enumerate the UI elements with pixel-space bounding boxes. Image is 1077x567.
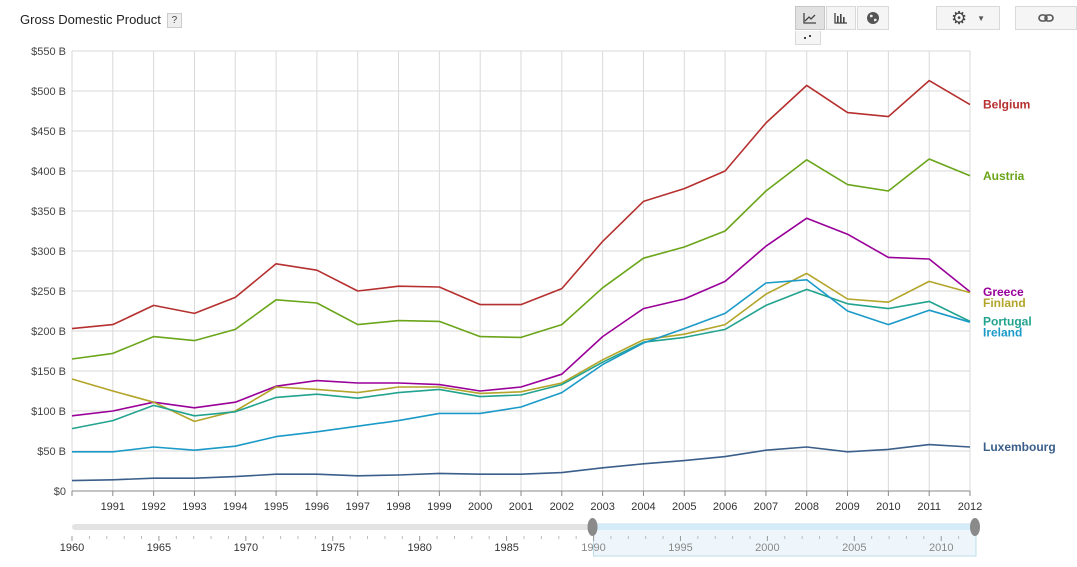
- x-tick-label: 1992: [141, 501, 165, 513]
- series-line-finland[interactable]: [71, 272, 971, 423]
- x-tick-label: 2012: [958, 501, 982, 513]
- x-tick-label: 2005: [672, 501, 696, 513]
- x-tick-label: 1991: [101, 501, 125, 513]
- x-tick-label: 2008: [794, 501, 818, 513]
- y-tick-label: $250 B: [31, 286, 66, 298]
- legend-label-finland: Finland: [983, 296, 1026, 310]
- y-tick-label: $0: [54, 486, 66, 498]
- x-tick-label: 1996: [305, 501, 329, 513]
- series-line-belgium[interactable]: [71, 79, 971, 330]
- x-tick-label: 2000: [468, 501, 492, 513]
- x-tick-label: 2009: [835, 501, 859, 513]
- series-line-greece[interactable]: [71, 217, 971, 417]
- scatter-chart-button[interactable]: [795, 31, 821, 45]
- y-tick-label: $150 B: [31, 366, 66, 378]
- range-tick-label: 1990: [581, 542, 605, 554]
- y-tick-label: $50 B: [37, 446, 66, 458]
- x-tick-label: 2003: [590, 501, 614, 513]
- x-tick-label: 1995: [264, 501, 288, 513]
- line-chart-button[interactable]: [795, 6, 825, 30]
- x-tick-label: 2001: [509, 501, 533, 513]
- map-button[interactable]: [857, 6, 889, 30]
- range-handle-left[interactable]: [587, 518, 598, 536]
- y-tick-label: $350 B: [31, 206, 66, 218]
- x-tick-label: 1998: [386, 501, 410, 513]
- series-line-ireland[interactable]: [72, 278, 971, 453]
- range-tick-label: 1975: [321, 542, 345, 554]
- range-tick-label: 1965: [147, 542, 171, 554]
- x-tick-label: 2010: [876, 501, 900, 513]
- y-tick-label: $200 B: [31, 326, 66, 338]
- bar-chart-icon: [834, 13, 847, 24]
- x-tick-label: 2006: [713, 501, 737, 513]
- y-tick-label: $550 B: [31, 46, 66, 58]
- y-tick-label: $400 B: [31, 166, 66, 178]
- series-group: [71, 79, 971, 482]
- x-tick-label: 1993: [182, 501, 206, 513]
- x-tick-label: 1994: [223, 501, 247, 513]
- y-tick-label: $300 B: [31, 246, 66, 258]
- y-tick-label: $450 B: [31, 126, 66, 138]
- series-line-austria[interactable]: [71, 158, 971, 360]
- range-selector[interactable]: 1960 1965 1970 1975 1980 1985 1990 1995 2000 2005…: [60, 518, 980, 557]
- range-tick-label: 2005: [842, 542, 866, 554]
- range-handle-right[interactable]: [970, 518, 980, 536]
- range-selection-bar: [593, 524, 976, 530]
- range-tick-label: 1995: [668, 542, 692, 554]
- link-button[interactable]: [1015, 6, 1077, 30]
- range-tick-label: 1985: [494, 542, 518, 554]
- x-tick-label: 1997: [345, 501, 369, 513]
- legend-label-belgium: Belgium: [983, 98, 1030, 112]
- legend-label-luxembourg: Luxembourg: [983, 440, 1056, 454]
- x-tick-label: 2002: [550, 501, 574, 513]
- settings-button[interactable]: ⚙ ▼: [936, 6, 1000, 30]
- gear-icon: ⚙: [950, 7, 968, 28]
- range-tick-label: 2010: [929, 542, 953, 554]
- help-button[interactable]: ?: [166, 13, 182, 29]
- x-tick-label: 2007: [754, 501, 778, 513]
- grid: [71, 50, 971, 496]
- page-title: Gross Domestic Product?: [20, 12, 182, 29]
- y-tick-label: $500 B: [31, 86, 66, 98]
- x-tick-label: 2011: [917, 501, 941, 513]
- range-tick-label: 1980: [407, 542, 431, 554]
- series-line-luxembourg[interactable]: [71, 443, 971, 482]
- link-icon: [1038, 14, 1054, 22]
- x-tick-label: 1999: [427, 501, 451, 513]
- legend-label-greece: Greece: [983, 285, 1024, 299]
- legend-label-ireland: Ireland: [983, 325, 1022, 339]
- legend-label-austria: Austria: [983, 169, 1025, 183]
- series-line-portugal[interactable]: [71, 288, 971, 430]
- y-tick-label: $100 B: [31, 406, 66, 418]
- range-tick-label: 1970: [234, 542, 258, 554]
- bar-chart-button[interactable]: [826, 6, 856, 30]
- scatter-chart-icon: [804, 34, 811, 39]
- x-tick-label: 2004: [631, 501, 655, 513]
- line-chart-icon: [803, 13, 816, 24]
- chevron-down-icon: ▼: [977, 13, 986, 23]
- legend-label-portugal: Portugal: [983, 314, 1032, 328]
- range-tick-label: 1960: [60, 542, 84, 554]
- globe-icon: [867, 12, 879, 24]
- range-tick-label: 2000: [755, 542, 779, 554]
- title-text: Gross Domestic Product: [20, 12, 161, 27]
